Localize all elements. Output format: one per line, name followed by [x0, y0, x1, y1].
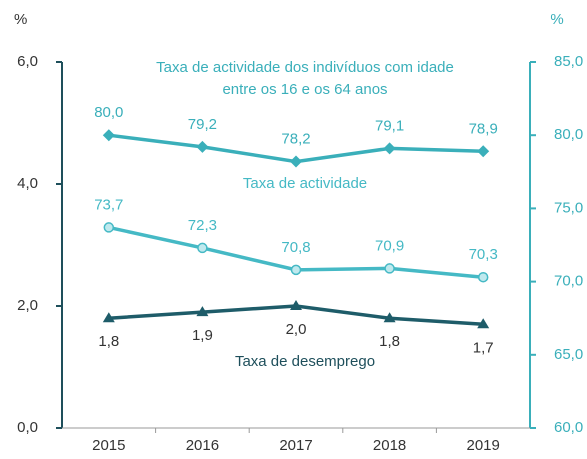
marker	[290, 300, 302, 310]
y2-tick-label: 65,0	[554, 346, 583, 363]
marker	[196, 140, 209, 153]
y-tick-label: 2,0	[17, 297, 38, 314]
marker	[383, 312, 396, 323]
marker	[290, 264, 302, 276]
y-axis-label: %	[14, 11, 27, 28]
x-tick-label: 2016	[186, 437, 219, 454]
data-label: 1,8	[379, 333, 400, 350]
x-tick-label: 2019	[467, 437, 500, 454]
series-label: Taxa de desemprego	[234, 353, 376, 370]
marker	[384, 263, 395, 274]
x-tick-label: 2017	[279, 437, 312, 454]
data-label: 79,1	[375, 117, 404, 134]
data-label: 2,0	[286, 321, 307, 338]
data-label: 78,9	[469, 120, 498, 137]
y-tick-label: 0,0	[17, 419, 38, 436]
data-label: 1,8	[98, 333, 119, 350]
marker	[477, 145, 490, 158]
marker	[103, 222, 115, 233]
x-tick-label: 2015	[92, 437, 125, 454]
marker	[102, 312, 115, 323]
y-tick-label: 6,0	[17, 53, 38, 70]
x-tick-label: 2018	[373, 437, 406, 454]
y2-axis-label: %	[550, 11, 563, 28]
series-label: Taxa de actividade dos indivíduos com id…	[156, 59, 454, 98]
marker	[383, 142, 396, 155]
data-label: 73,7	[94, 196, 123, 213]
marker	[197, 242, 208, 254]
data-label: 70,8	[281, 239, 310, 256]
y-tick-label: 4,0	[17, 175, 38, 192]
y2-tick-label: 75,0	[554, 199, 583, 216]
data-label: 1,9	[192, 327, 213, 344]
y2-tick-label: 70,0	[554, 273, 583, 290]
data-label: 80,0	[94, 104, 123, 121]
data-label: 72,3	[188, 217, 217, 234]
marker	[477, 271, 489, 283]
marker	[290, 155, 302, 168]
y2-tick-label: 85,0	[554, 53, 583, 70]
marker	[477, 318, 490, 329]
data-label: 70,3	[469, 246, 498, 263]
data-label: 78,2	[281, 131, 310, 148]
data-label: 1,7	[473, 339, 494, 356]
data-label: 79,2	[188, 116, 217, 133]
y2-tick-label: 80,0	[554, 126, 583, 143]
series-label: Taxa de actividade	[242, 175, 368, 192]
y2-tick-label: 60,0	[554, 419, 583, 436]
marker	[102, 129, 115, 142]
data-label: 70,9	[375, 237, 404, 254]
marker	[196, 306, 209, 317]
